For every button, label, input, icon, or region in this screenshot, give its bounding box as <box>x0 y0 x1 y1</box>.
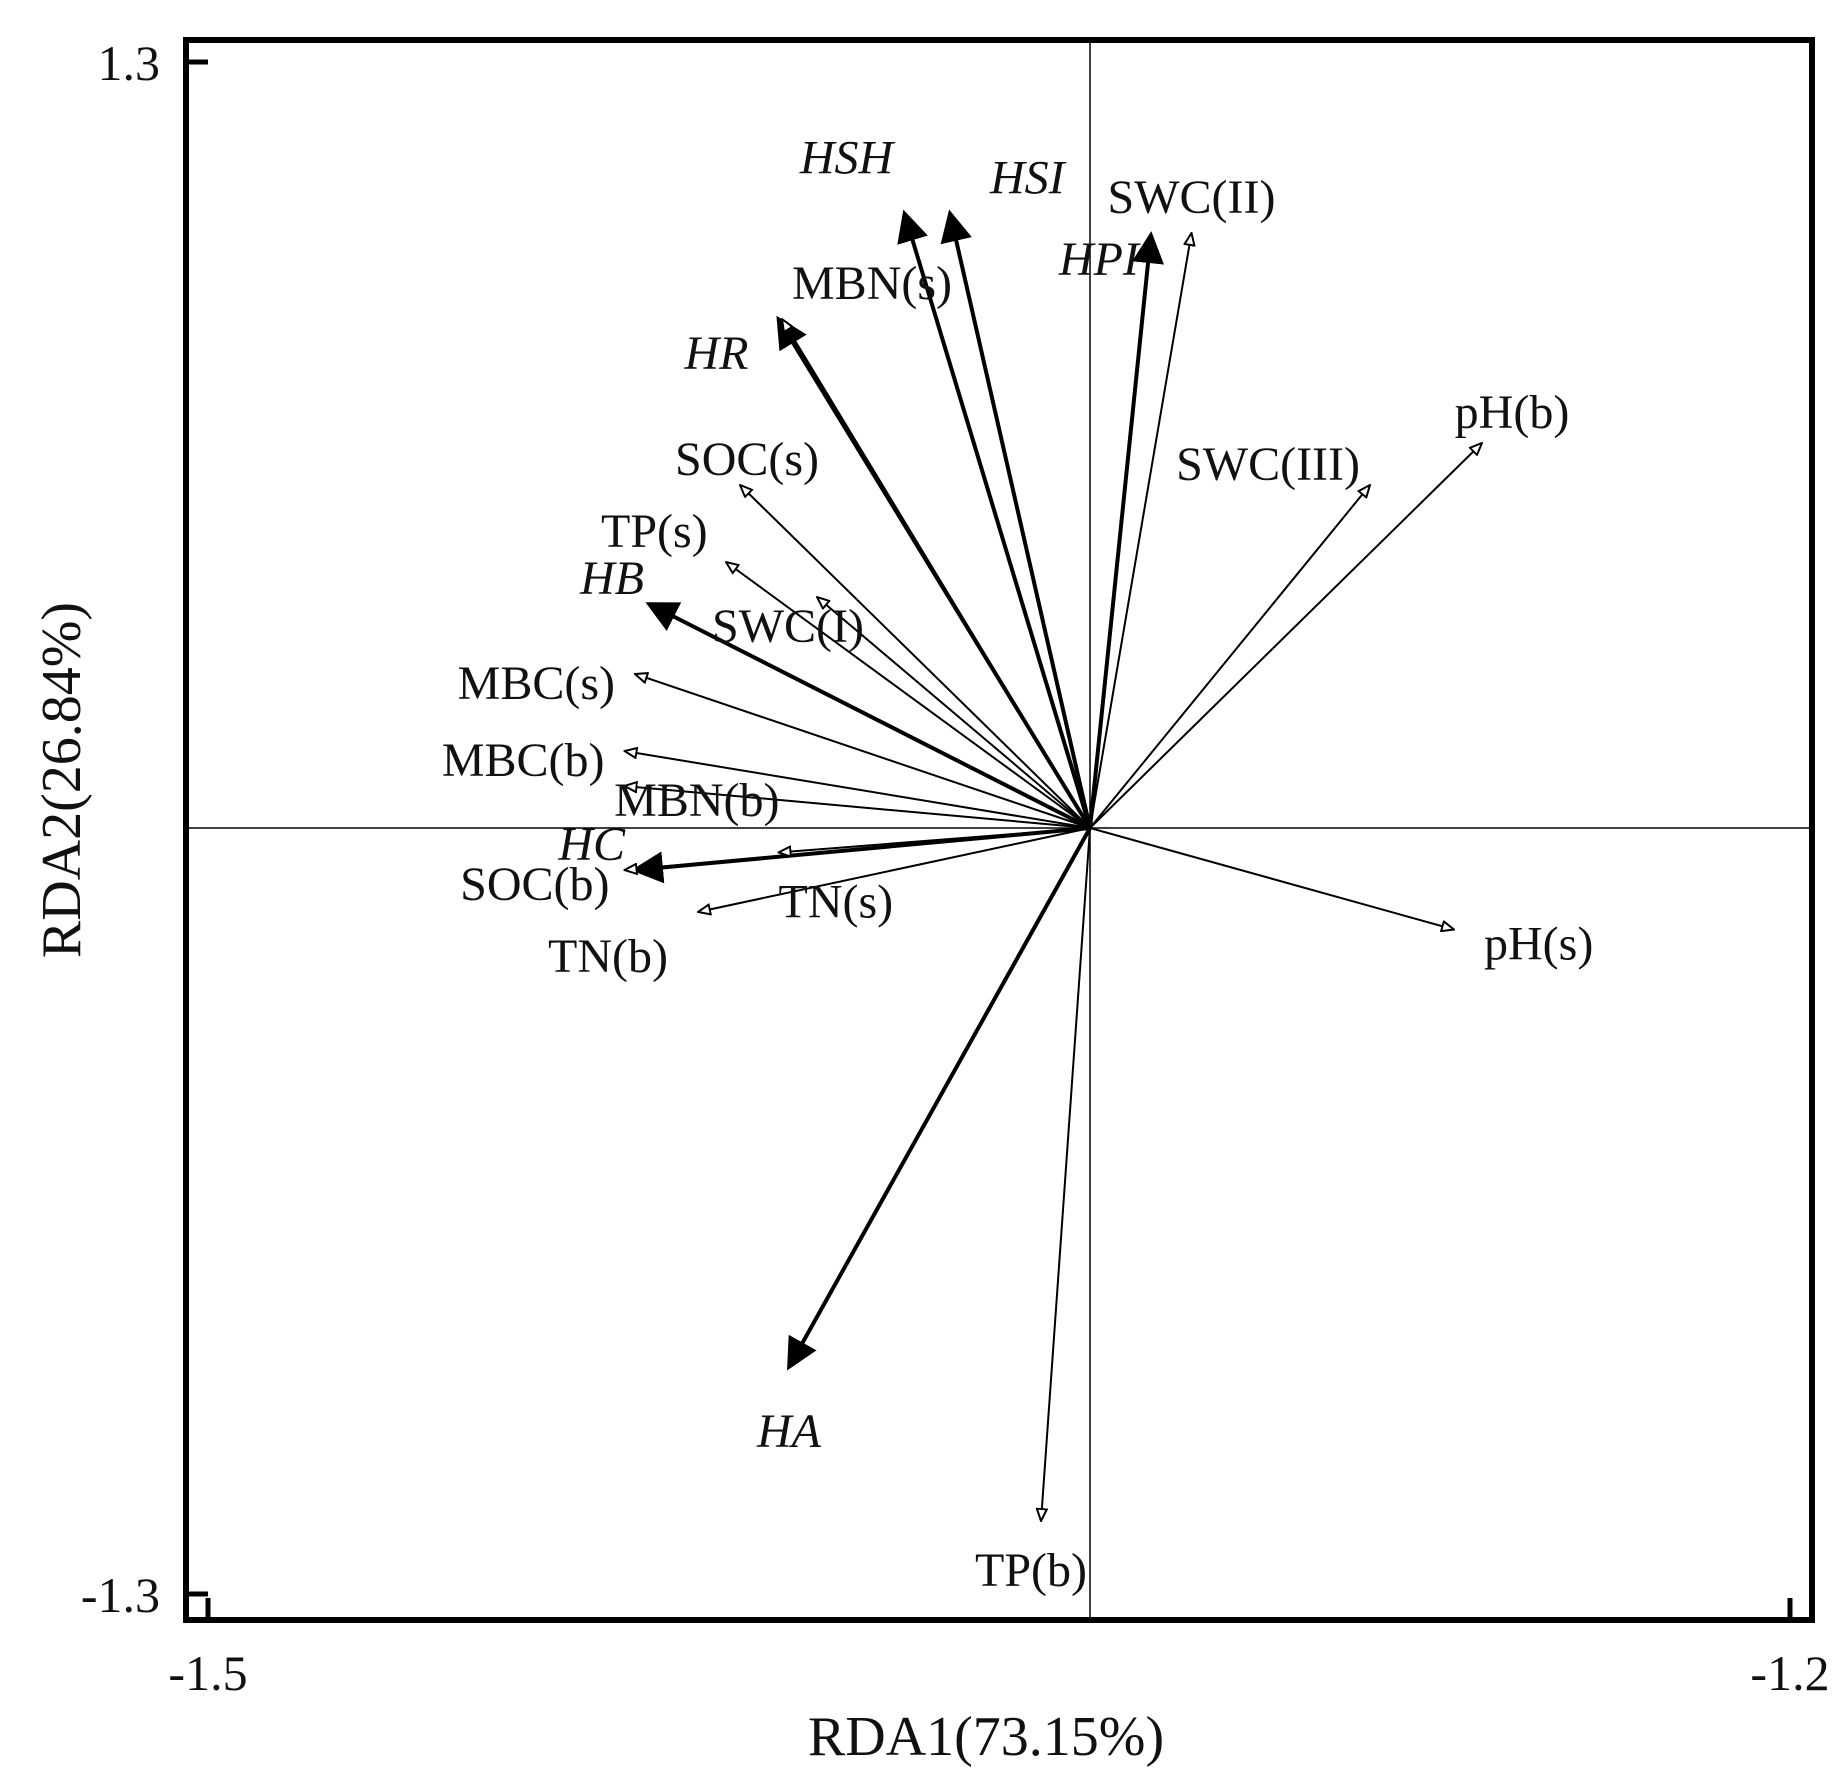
x-tick-label-right: -1.2 <box>1750 1645 1829 1701</box>
y-tick-label-bottom: -1.3 <box>81 1567 160 1623</box>
explanatory-vector-mbn-s <box>782 319 1091 829</box>
vector-label-tp-b: TP(b) <box>975 1544 1087 1597</box>
vector-label-hpi: HPI <box>1058 233 1141 286</box>
explanatory-vector-mbn-b <box>625 786 1091 829</box>
vector-label-swc-i: SWC(I) <box>712 600 864 653</box>
response-vector-hpi <box>1088 231 1164 829</box>
response-vector-hsi <box>940 209 1092 829</box>
vector-label-mbn-s: MBN(s) <box>792 257 952 310</box>
explanatory-vector-tp-s <box>726 562 1091 829</box>
explanatory-vector-tn-b <box>698 827 1091 912</box>
vector-label-swc-iii: SWC(III) <box>1176 438 1360 491</box>
vector-label-hr: HR <box>684 327 749 380</box>
vector-label-mbn-b: MBN(b) <box>614 774 779 827</box>
explanatory-vector-tn-s <box>779 827 1091 853</box>
explanatory-vector-swc-i <box>817 597 1091 829</box>
vector-label-tp-s: TP(s) <box>601 505 708 558</box>
explanatory-vector-swc-ii <box>1089 233 1192 829</box>
vector-label-mbc-s: MBC(s) <box>458 657 615 710</box>
vector-label-tn-s: TN(s) <box>779 876 894 929</box>
vector-label-hb: HB <box>579 552 644 605</box>
plot-frame <box>183 37 1815 1623</box>
vector-label-swc-ii: SWC(II) <box>1108 171 1276 224</box>
response-vector-ha <box>787 827 1092 1371</box>
vector-label-hc: HC <box>557 818 626 871</box>
explanatory-vector-tp-b <box>1041 827 1091 1521</box>
x-tick-label-left: -1.5 <box>168 1645 247 1701</box>
explanatory-vector-swc-iii <box>1089 485 1370 829</box>
response-vector-hb <box>645 602 1091 830</box>
explanatory-vector-mbc-s <box>635 674 1091 829</box>
y-tick-label-top: 1.3 <box>98 35 161 91</box>
explanatory-vector-ph-s <box>1089 827 1454 930</box>
vector-label-soc-b: SOC(b) <box>460 858 609 911</box>
vector-label-tn-b: TN(b) <box>548 930 668 983</box>
vector-label-hsi: HSI <box>989 151 1067 204</box>
label-layer: HSH HSI HPI HR HB HC HA MBN(s) SOC(s) TP(s)SWC(I)… <box>442 131 1594 1597</box>
vector-label-ph-b: pH(b) <box>1455 386 1570 439</box>
vector-label-soc-s: SOC(s) <box>675 433 819 486</box>
vector-label-mbc-b: MBC(b) <box>442 734 605 787</box>
explanatory-vector-ph-b <box>1089 443 1482 829</box>
explanatory-vector-soc-s <box>740 485 1091 829</box>
vector-label-hsh: HSH <box>799 131 896 184</box>
vector-label-ha: HA <box>756 1405 822 1458</box>
y-axis-title: RDA2(26.84%) <box>31 602 93 958</box>
response-vector-hsh <box>897 209 1092 829</box>
x-axis-title: RDA1(73.15%) <box>808 1706 1164 1768</box>
explanatory-vector-mbc-b <box>625 751 1091 829</box>
vector-label-ph-s: pH(s) <box>1484 918 1593 971</box>
vector-layer <box>625 209 1483 1521</box>
